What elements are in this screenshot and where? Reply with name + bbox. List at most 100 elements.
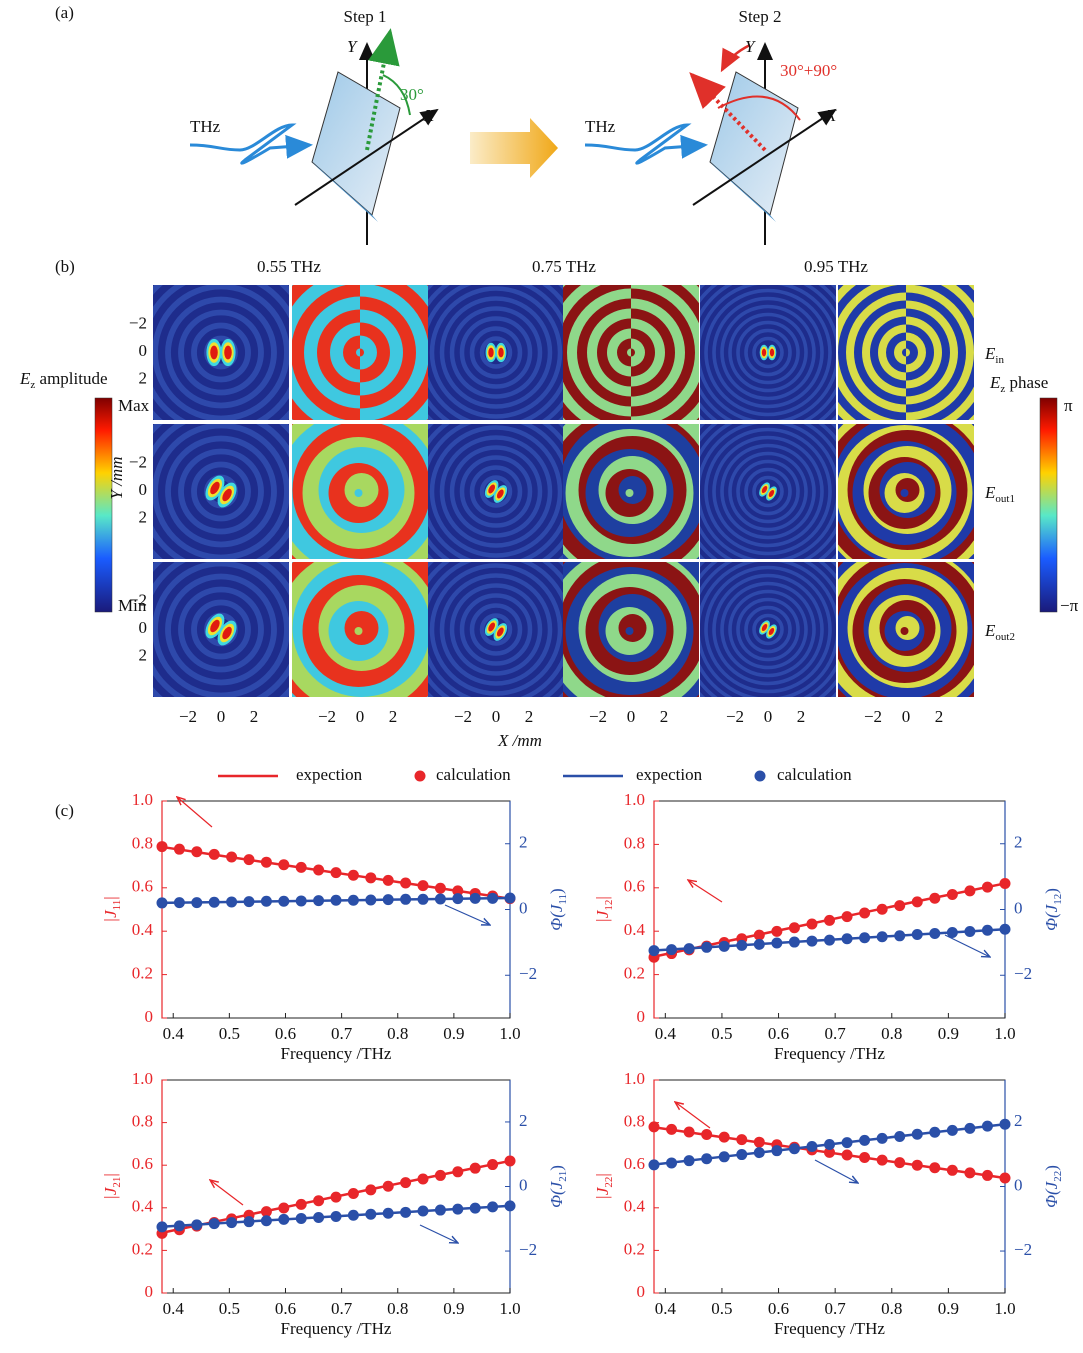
ring [896, 478, 920, 502]
calculation-dot [470, 1203, 481, 1214]
plot-frame [654, 1080, 1005, 1293]
calculation-dot [452, 1204, 463, 1215]
calculation-dot [982, 1121, 993, 1132]
calculation-dot [400, 878, 411, 889]
calculation-dot [505, 892, 516, 903]
y-tick-label: 0 [145, 1007, 154, 1026]
y-tick-label: 0.8 [624, 1112, 645, 1131]
calculation-dot [331, 1192, 342, 1203]
subscript: 22 [1052, 1171, 1064, 1182]
x-axis-label: X [825, 106, 837, 125]
amplitude-map [674, 536, 862, 724]
calculation-dot [877, 904, 888, 915]
calculation-dot [505, 1200, 516, 1211]
y-tick-label: −2 [129, 590, 147, 609]
x-tick-label: 0.5 [219, 1299, 240, 1318]
label: | [101, 1173, 120, 1176]
x-tick-label: 0.5 [711, 1024, 732, 1043]
y-tick-label: 0.4 [624, 920, 646, 939]
calculation-dot [400, 1207, 411, 1218]
x-tick-label: 0.8 [387, 1299, 408, 1318]
y2-tick-label: 0 [1014, 898, 1023, 917]
x-tick-label: 0.9 [443, 1299, 464, 1318]
y2-tick-label: 0 [519, 898, 528, 917]
calculation-dot [226, 1217, 237, 1228]
row-label: Eout2 [984, 621, 1015, 643]
x-tick-label: 0.8 [387, 1024, 408, 1043]
lobe [210, 346, 218, 360]
calculation-dot [278, 859, 289, 870]
x-tick-label: −2 [726, 707, 744, 726]
annotation-arrow [945, 935, 990, 957]
calculation-dot [296, 895, 307, 906]
calculation-dot [947, 1165, 958, 1176]
calculation-dot [842, 933, 853, 944]
x-tick-label: 0.7 [825, 1299, 847, 1318]
calculation-dot [684, 1126, 695, 1137]
calculation-dot [157, 841, 168, 852]
calculation-dot [877, 1133, 888, 1144]
symbol: E [984, 344, 996, 363]
calculation-dot [209, 849, 220, 860]
legend-label: expection [296, 765, 363, 784]
lobe [762, 349, 766, 357]
calculation-dot [771, 938, 782, 949]
calculation-dot [964, 926, 975, 937]
calculation-dot [487, 893, 498, 904]
calculation-dot [296, 862, 307, 873]
legend-dot [755, 771, 766, 782]
calculation-dot [191, 846, 202, 857]
calculation-dot [435, 883, 446, 894]
y-tick-label: 0.6 [132, 1154, 153, 1173]
lobe [770, 349, 774, 357]
calculation-dot [261, 896, 272, 907]
amplitude-bar-title: Ez amplitude [19, 369, 108, 391]
calculation-dot [452, 1166, 463, 1177]
y2-axis-title: Φ(J12) [1042, 888, 1064, 931]
ring [619, 476, 647, 504]
calculation-dot [649, 945, 660, 956]
y2-tick-label: 2 [519, 833, 528, 852]
calculation-dot [331, 1211, 342, 1222]
y2-axis-title: Φ(J22) [1042, 1165, 1064, 1208]
calculation-dot [964, 885, 975, 896]
calculation-dot [754, 1147, 765, 1158]
x-tick-label: 0.9 [443, 1024, 464, 1043]
x-tick-label: −2 [589, 707, 607, 726]
y-tick-label: 0.4 [132, 1197, 154, 1216]
x-tick-label: 0 [627, 707, 636, 726]
colorbar-max: Max [118, 396, 150, 415]
y-tick-label: 0.6 [624, 877, 645, 896]
calculation-dot [982, 925, 993, 936]
calculation-dot [383, 1208, 394, 1219]
calculation-dot [649, 1159, 660, 1170]
y-tick-label: 2 [139, 645, 148, 664]
calculation-dot [313, 1212, 324, 1223]
x-tick-label: 1.0 [499, 1299, 520, 1318]
y2-tick-label: 0 [1014, 1175, 1023, 1194]
legend-label: calculation [777, 765, 852, 784]
calculation-dot [859, 907, 870, 918]
calculation-dot [435, 893, 446, 904]
subscript: in [995, 354, 1004, 366]
y-tick-label: 0.6 [624, 1154, 645, 1173]
x-axis-title: Frequency /THz [774, 1044, 885, 1063]
calculation-dot [261, 857, 272, 868]
calculation-dot [806, 1141, 817, 1152]
x-tick-label: −2 [864, 707, 882, 726]
lobe [488, 348, 493, 358]
x-tick-label: 0.7 [331, 1024, 353, 1043]
y2-tick-label: −2 [519, 964, 537, 983]
calculation-dot [296, 1213, 307, 1224]
subscript: 22 [603, 1177, 615, 1188]
lobe [224, 346, 232, 360]
ring [619, 614, 647, 642]
y-tick-label: 0.8 [132, 833, 153, 852]
subscript: 12 [603, 900, 615, 911]
calculation-dot [684, 943, 695, 954]
subscript: 11 [111, 900, 123, 911]
y-tick-label: 0.2 [624, 1239, 645, 1258]
source-label: THz [190, 117, 221, 136]
step-title: Step 1 [344, 7, 387, 26]
y2-tick-label: −2 [1014, 1240, 1032, 1259]
